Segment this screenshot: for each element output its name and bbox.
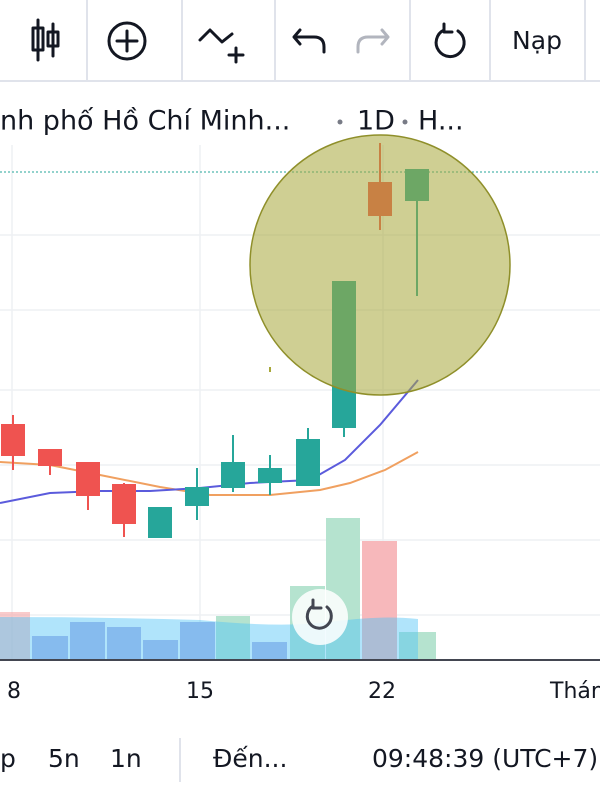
reset-icon[interactable] bbox=[434, 22, 466, 59]
clock[interactable]: 09:48:39 (UTC+7) bbox=[372, 744, 598, 773]
candle bbox=[76, 462, 100, 510]
candle bbox=[296, 428, 320, 486]
x-tick-label: 15 bbox=[186, 679, 214, 704]
load-button[interactable]: Nạp bbox=[512, 26, 562, 55]
x-tick-label: 8 bbox=[7, 679, 21, 704]
candles-icon[interactable] bbox=[31, 18, 60, 62]
exchange: H... bbox=[418, 106, 464, 137]
volume-bar bbox=[0, 612, 30, 660]
volume-bar bbox=[216, 616, 250, 660]
volume-ma-area bbox=[0, 617, 418, 660]
volume-bar bbox=[70, 622, 105, 660]
candle bbox=[112, 483, 136, 537]
dot bbox=[337, 119, 343, 125]
dot bbox=[402, 119, 408, 125]
volume-bar bbox=[252, 642, 287, 660]
x-axis: 8 15 22 Thán bbox=[7, 679, 600, 704]
ma-slow bbox=[0, 451, 419, 496]
interval[interactable]: 1D bbox=[357, 106, 395, 137]
candle bbox=[38, 449, 62, 475]
bottom-bar: p 5n 1n Đến... 09:48:39 (UTC+7) bbox=[0, 738, 598, 782]
candle bbox=[185, 468, 209, 520]
scroll-reset-button[interactable] bbox=[292, 589, 348, 645]
candle bbox=[221, 435, 245, 492]
candle bbox=[1, 415, 25, 470]
x-tick-label: 22 bbox=[368, 679, 396, 704]
volume-bar bbox=[362, 541, 397, 660]
redo-icon[interactable] bbox=[356, 28, 390, 54]
candle bbox=[148, 507, 172, 538]
volume-bar bbox=[32, 636, 68, 660]
range-button[interactable]: 5n bbox=[48, 744, 80, 773]
toolbar: Nạp bbox=[0, 0, 600, 82]
x-tick-label: Thán bbox=[549, 679, 600, 704]
symbol-name[interactable]: nh phố Hồ Chí Minh... bbox=[0, 106, 290, 137]
range-button[interactable]: 1n bbox=[110, 744, 142, 773]
volume-bar bbox=[107, 627, 141, 660]
volume-bar bbox=[399, 632, 436, 660]
candle bbox=[258, 455, 282, 495]
goto-button[interactable]: Đến... bbox=[213, 744, 287, 773]
highlight-circle bbox=[249, 134, 511, 396]
volume-bar bbox=[180, 622, 215, 660]
add-indicator-icon[interactable] bbox=[107, 21, 147, 61]
undo-icon[interactable] bbox=[292, 28, 326, 54]
volume-bar bbox=[143, 640, 178, 660]
range-button[interactable]: p bbox=[0, 744, 16, 773]
compare-icon[interactable] bbox=[198, 28, 245, 64]
symbol-header: nh phố Hồ Chí Minh... 1D H... bbox=[0, 106, 464, 137]
